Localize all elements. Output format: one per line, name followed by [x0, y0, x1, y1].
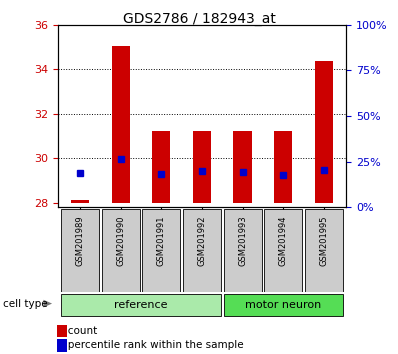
Text: count: count: [58, 326, 97, 336]
Text: GSM201994: GSM201994: [279, 216, 288, 266]
Text: GSM201995: GSM201995: [320, 216, 328, 266]
Bar: [61, 209, 99, 292]
Bar: [224, 294, 343, 316]
Bar: [234, 131, 252, 202]
Bar: [183, 209, 221, 292]
Text: GSM201990: GSM201990: [116, 216, 125, 266]
Text: GSM201989: GSM201989: [76, 216, 84, 266]
Bar: [101, 209, 140, 292]
Text: cell type: cell type: [3, 298, 48, 309]
Text: reference: reference: [114, 300, 168, 310]
Bar: [152, 131, 170, 202]
Text: GSM201991: GSM201991: [157, 216, 166, 266]
Text: GSM201992: GSM201992: [197, 216, 207, 266]
Text: percentile rank within the sample: percentile rank within the sample: [58, 340, 243, 350]
Text: GSM201993: GSM201993: [238, 216, 247, 266]
Bar: [61, 294, 221, 316]
Bar: [71, 200, 89, 202]
Bar: [264, 209, 302, 292]
Bar: [224, 209, 262, 292]
Text: GDS2786 / 182943_at: GDS2786 / 182943_at: [123, 12, 275, 27]
Bar: [315, 62, 333, 202]
Bar: [142, 209, 180, 292]
Bar: [193, 131, 211, 202]
Text: motor neuron: motor neuron: [245, 300, 322, 310]
Bar: [111, 46, 130, 202]
Bar: [274, 131, 293, 202]
Bar: [305, 209, 343, 292]
